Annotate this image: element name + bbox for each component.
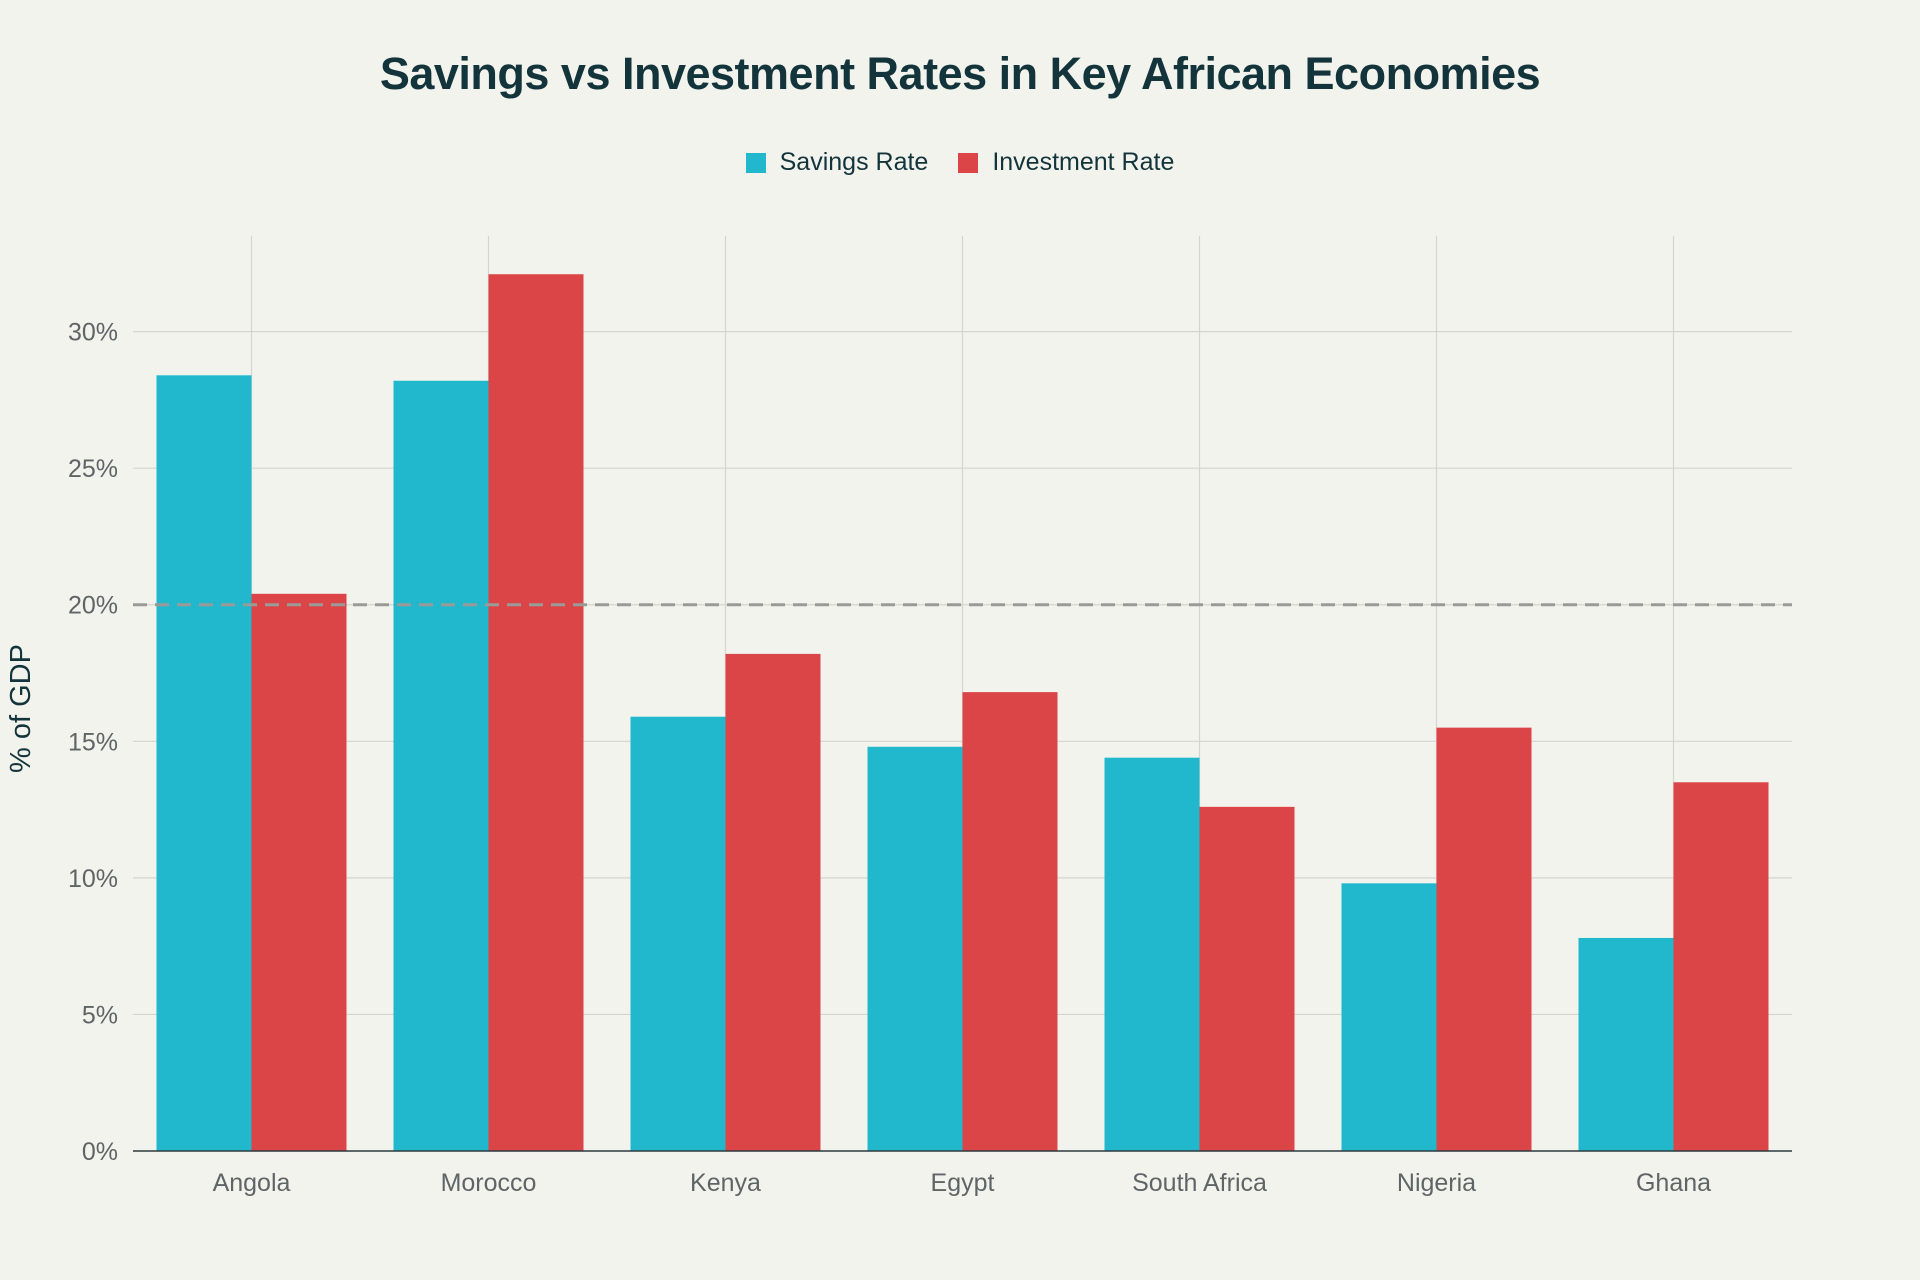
y-tick-label: 25% — [68, 455, 118, 483]
y-tick-label: 20% — [68, 592, 118, 620]
y-tick-label: 10% — [68, 865, 118, 893]
axis-layer: 0% 5% 10% 15% 20% 25% 30% Angola Morocco Kenya Egy… — [68, 319, 1792, 1197]
x-tick-label: Angola — [213, 1169, 291, 1197]
bar-savings-ghana[interactable] — [1578, 937, 1674, 1151]
bar-investment-morocco[interactable] — [488, 274, 584, 1152]
legend-swatch-savings — [745, 152, 766, 173]
legend: Savings Rate Investment Rate — [0, 148, 1920, 177]
y-tick-label: 30% — [68, 319, 118, 347]
bar-investment-egypt[interactable] — [962, 692, 1058, 1151]
legend-item-savings[interactable]: Savings Rate — [745, 148, 929, 177]
legend-label-savings: Savings Rate — [779, 148, 929, 176]
x-tick-label: Morocco — [441, 1169, 537, 1197]
x-tick-label: Nigeria — [1397, 1169, 1476, 1197]
bar-investment-nigeria[interactable] — [1436, 727, 1532, 1151]
y-tick-label: 0% — [82, 1138, 118, 1166]
x-tick-label: Kenya — [690, 1169, 761, 1197]
y-tick-label: 5% — [82, 1001, 118, 1029]
bar-investment-angola[interactable] — [251, 593, 347, 1151]
x-tick-label: South Africa — [1132, 1169, 1267, 1197]
bar-savings-nigeria[interactable] — [1341, 883, 1437, 1151]
legend-item-investment[interactable]: Investment Rate — [958, 148, 1174, 177]
x-tick-label: Egypt — [931, 1169, 995, 1197]
bar-savings-angola[interactable] — [156, 375, 252, 1152]
bar-investment-ghana[interactable] — [1673, 782, 1769, 1151]
chart-title: Savings vs Investment Rates in Key Afric… — [379, 48, 1541, 99]
bar-investment-kenya[interactable] — [725, 653, 821, 1151]
bar-layer — [156, 274, 1769, 1152]
y-tick-label: 15% — [68, 728, 118, 756]
bar-investment-south-africa[interactable] — [1199, 806, 1295, 1151]
bar-savings-morocco[interactable] — [393, 380, 489, 1151]
legend-label-investment: Investment Rate — [992, 148, 1175, 176]
legend-swatch-investment — [958, 152, 979, 173]
x-tick-label: Ghana — [1636, 1169, 1711, 1197]
bar-savings-kenya[interactable] — [630, 716, 726, 1151]
y-axis-title: % of GDP — [5, 644, 37, 773]
bar-savings-egypt[interactable] — [867, 746, 963, 1151]
bar-savings-south-africa[interactable] — [1104, 757, 1200, 1151]
